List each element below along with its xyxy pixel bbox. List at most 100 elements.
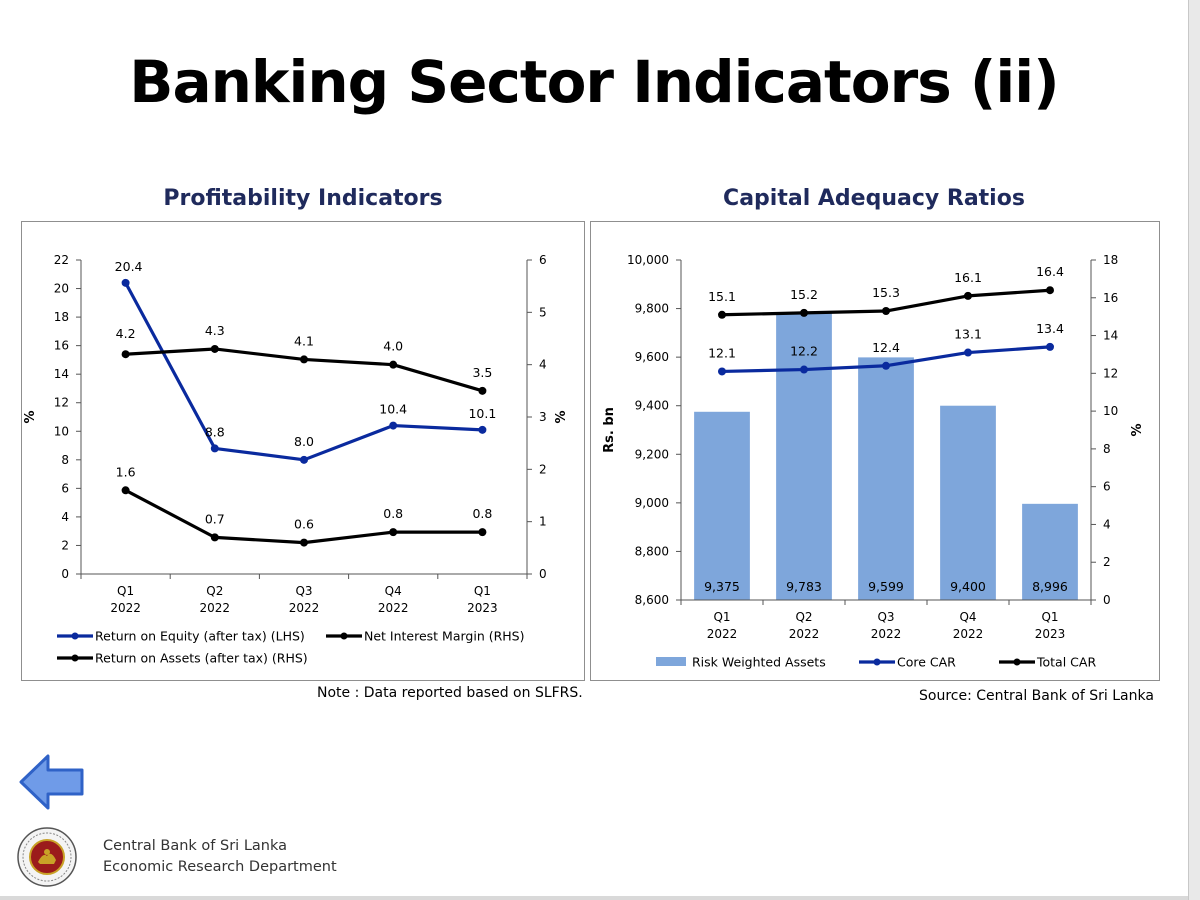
bar-4 xyxy=(940,405,996,600)
series-3-point xyxy=(210,533,219,542)
y-right-tick-label: 10 xyxy=(1103,404,1118,418)
legend-label: Return on Assets (after tax) (RHS) xyxy=(95,651,308,666)
series-1-point xyxy=(964,348,972,357)
series-2-point xyxy=(210,344,219,353)
series-3-data-label: 1.6 xyxy=(116,464,136,479)
bar-5 xyxy=(1022,503,1078,600)
series-2-point xyxy=(389,360,398,369)
org-name: Central Bank of Sri Lanka xyxy=(103,838,288,854)
y-left-tick-label: 2 xyxy=(61,538,69,552)
series-2-point xyxy=(882,307,890,315)
legend-label: Total CAR xyxy=(1036,655,1096,670)
y-axis-right-title: % xyxy=(1130,423,1145,436)
x-tick-label: Q4 xyxy=(959,610,976,624)
series-2-data-label: 4.3 xyxy=(205,323,225,338)
y-right-tick-label: 6 xyxy=(539,253,547,267)
x-tick-year-label: 2022 xyxy=(953,627,984,641)
window-edge xyxy=(1188,0,1200,900)
series-2-data-label: 16.4 xyxy=(1036,264,1064,279)
y-left-tick-label: 9,200 xyxy=(635,447,669,461)
y-right-tick-label: 8 xyxy=(1103,442,1111,456)
y-left-tick-label: 8,800 xyxy=(635,544,669,558)
series-3-data-label: 0.6 xyxy=(294,517,314,532)
chart-title-profitability: Profitability Indicators xyxy=(163,186,443,211)
y-right-tick-label: 0 xyxy=(539,567,547,581)
series-1-point xyxy=(121,278,130,287)
series-2-data-label: 4.0 xyxy=(383,339,403,354)
series-1-data-label: 12.2 xyxy=(790,344,818,359)
y-left-tick-label: 8,600 xyxy=(635,593,669,607)
y-left-tick-label: 9,600 xyxy=(635,350,669,364)
series-2-point xyxy=(121,350,130,359)
y-left-tick-label: 9,400 xyxy=(635,399,669,413)
y-left-tick-label: 18 xyxy=(54,310,69,324)
series-1-data-label: 13.1 xyxy=(954,327,982,342)
x-tick-year-label: 2022 xyxy=(200,601,231,615)
series-2-point xyxy=(718,310,726,319)
legend-swatch xyxy=(656,657,686,666)
series-2-data-label: 4.2 xyxy=(116,326,136,341)
x-tick-label: Q4 xyxy=(385,584,402,598)
y-right-tick-label: 2 xyxy=(1103,555,1111,569)
series-1-point xyxy=(800,365,808,374)
legend-label: Core CAR xyxy=(897,655,956,670)
series-2-point xyxy=(1046,286,1054,295)
y-right-tick-label: 12 xyxy=(1103,366,1118,380)
x-tick-label: Q1 xyxy=(1041,610,1058,624)
bar-1 xyxy=(694,411,750,600)
slide-title: Banking Sector Indicators (ii) xyxy=(129,48,1059,116)
legend-swatch-marker xyxy=(340,632,348,640)
y-left-tick-label: 8 xyxy=(61,453,69,467)
y-right-tick-label: 3 xyxy=(539,410,547,424)
legend-swatch-marker xyxy=(873,658,881,666)
series-1-point xyxy=(478,425,487,434)
y-left-tick-label: 12 xyxy=(54,396,69,410)
bar-data-label: 9,375 xyxy=(704,579,740,594)
y-axis-left-title: % xyxy=(23,410,38,423)
dept-name: Economic Research Department xyxy=(103,859,337,875)
series-3-point xyxy=(300,538,308,547)
profitability-chart-svg: Q12022Q22022Q32022Q42022Q120230246810121… xyxy=(23,253,569,666)
y-left-tick-label: 10,000 xyxy=(627,253,669,267)
x-tick-year-label: 2022 xyxy=(789,627,820,641)
source-note: Source: Central Bank of Sri Lanka xyxy=(919,688,1154,704)
y-left-tick-label: 14 xyxy=(54,367,69,381)
bar-2 xyxy=(776,312,832,600)
chart-title-capital-adequacy: Capital Adequacy Ratios xyxy=(723,186,1025,211)
y-right-tick-label: 16 xyxy=(1103,291,1118,305)
series-1-point xyxy=(718,367,726,376)
bar-data-label: 9,400 xyxy=(950,579,986,594)
series-1-data-label: 8.8 xyxy=(205,424,225,439)
x-tick-year-label: 2023 xyxy=(1035,627,1066,641)
y-left-tick-label: 20 xyxy=(54,282,69,296)
legend-swatch-marker xyxy=(71,632,79,640)
capital-adequacy-chart-svg: 9,375 9,783 9,599 9,400 8,996 Q1 2022 Q2 2022 Q3 2… xyxy=(602,253,1145,670)
x-tick-label: Q1 xyxy=(474,584,491,598)
y-right-tick-label: 1 xyxy=(539,515,547,529)
y-right-tick-label: 5 xyxy=(539,305,547,319)
x-tick-year-label: 2022 xyxy=(871,627,902,641)
y-right-tick-label: 4 xyxy=(539,358,547,372)
series-1-point xyxy=(210,444,219,453)
series-2-point xyxy=(964,291,972,300)
bar-3 xyxy=(858,357,914,600)
y-left-tick-label: 9,800 xyxy=(635,302,669,316)
legend-label: Risk Weighted Assets xyxy=(692,655,826,670)
series-2-point xyxy=(800,308,808,317)
series-2-data-label: 15.1 xyxy=(708,289,736,304)
x-tick-year-label: 2022 xyxy=(707,627,738,641)
series-1-point xyxy=(300,455,308,464)
series-3-point xyxy=(121,486,130,495)
series-3-data-label: 0.8 xyxy=(472,506,492,521)
y-left-tick-label: 9,000 xyxy=(635,496,669,510)
series-3-point xyxy=(389,528,398,537)
series-1-data-label: 8.0 xyxy=(294,434,314,449)
series-3-data-label: 0.7 xyxy=(205,511,225,526)
back-arrow-icon[interactable] xyxy=(18,752,86,812)
series-2-data-label: 4.1 xyxy=(294,333,314,348)
series-1-point xyxy=(882,361,890,370)
x-tick-year-label: 2022 xyxy=(289,601,320,615)
series-1-point xyxy=(389,421,398,430)
y-right-tick-label: 14 xyxy=(1103,329,1118,343)
y-left-tick-label: 0 xyxy=(61,567,69,581)
